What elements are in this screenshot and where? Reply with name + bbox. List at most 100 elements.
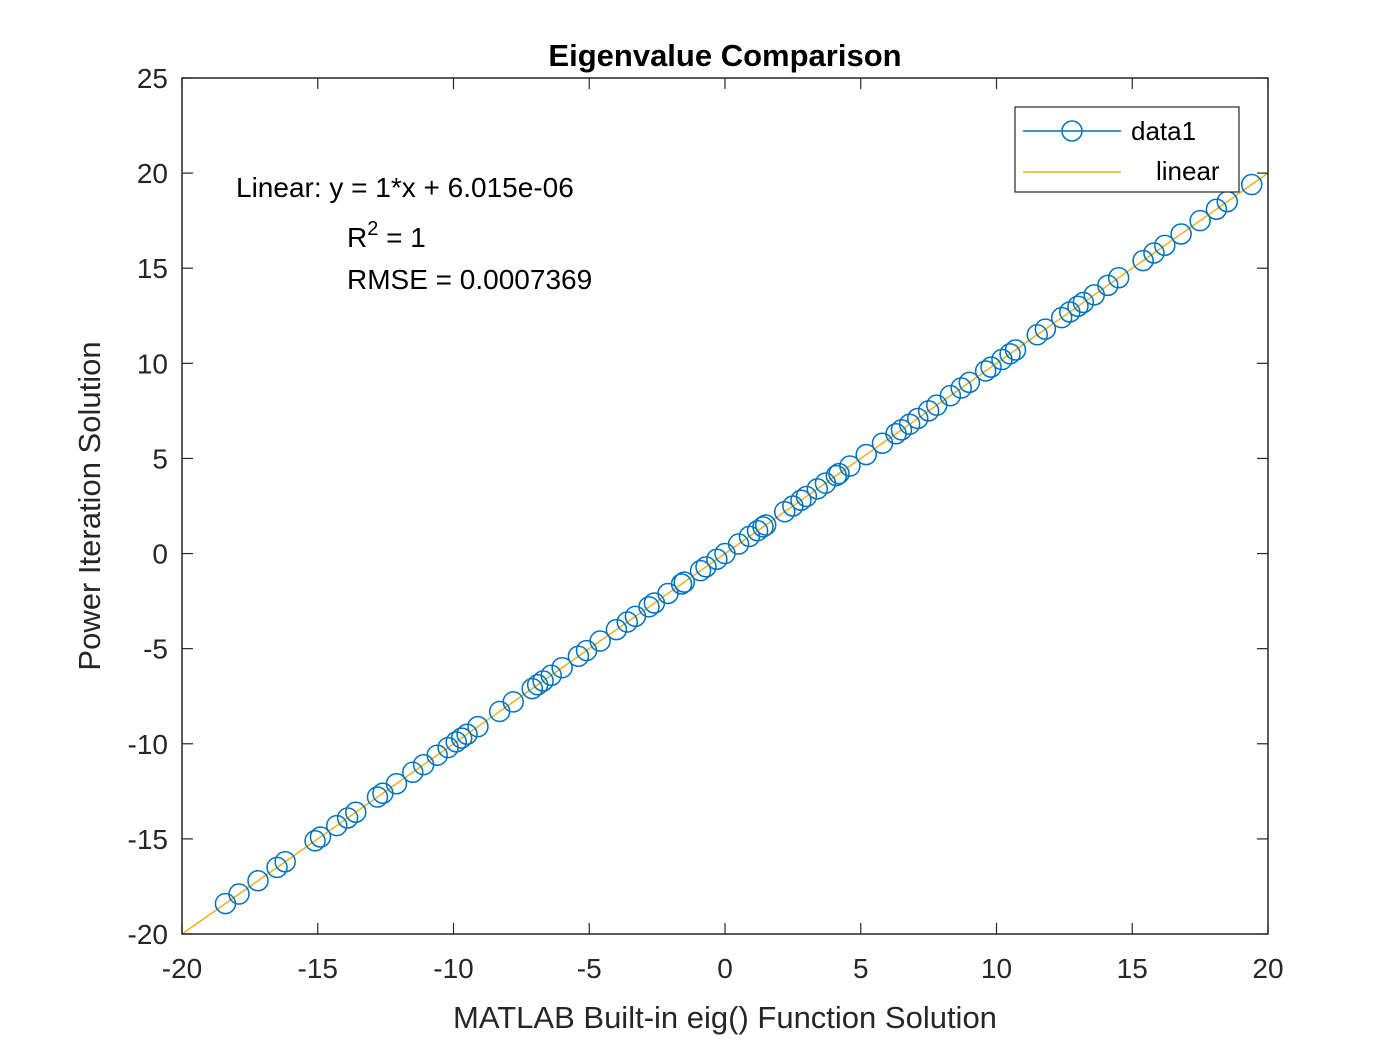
legend-linear-label: linear <box>1156 156 1220 186</box>
fit-equation-annotation: Linear: y = 1*x + 6.015e-06 <box>236 172 574 203</box>
legend-data1-marker-icon <box>1061 120 1083 142</box>
data-point <box>795 485 818 508</box>
data-point <box>673 571 696 593</box>
y-tick-label: -10 <box>128 729 168 760</box>
data-point <box>790 489 812 512</box>
x-tick-label: 0 <box>717 953 733 984</box>
data-point <box>1143 242 1165 264</box>
y-tick-label: -15 <box>128 824 168 855</box>
data-point <box>445 731 467 753</box>
data-point <box>1154 234 1176 257</box>
data-point <box>950 377 972 399</box>
data-point <box>958 371 981 394</box>
data-point <box>247 869 269 892</box>
data-point <box>695 556 717 578</box>
data-point <box>274 850 296 873</box>
data-point <box>670 573 693 595</box>
y-ticks-layer: -20 -15 -10 -5 0 5 10 15 20 25 <box>128 63 1268 950</box>
data-point <box>567 645 590 668</box>
data-point <box>1170 223 1192 245</box>
data-point <box>532 670 554 692</box>
data-point <box>974 360 997 382</box>
data-point <box>980 356 1002 378</box>
data-points-layer <box>214 173 1263 915</box>
chart-title: Eigenvalue Comparison <box>548 38 901 73</box>
y-tick-label: 15 <box>137 253 168 284</box>
data-point <box>839 455 861 477</box>
data-point <box>589 630 611 652</box>
data-point <box>616 611 639 633</box>
data-point <box>228 883 250 905</box>
data-point <box>1132 249 1154 272</box>
data-point <box>1189 209 1211 232</box>
rmse-annotation: RMSE = 0.0007369 <box>347 264 592 295</box>
data-point <box>1072 291 1095 314</box>
y-tick-label: -5 <box>143 634 168 665</box>
data-point <box>366 786 389 808</box>
plot-area-background <box>182 78 1268 934</box>
data-point <box>907 407 929 430</box>
data-point <box>521 677 543 700</box>
x-ticks-layer: -20 -15 -10 -5 0 5 10 15 20 <box>162 78 1284 984</box>
r-squared-value: = 1 <box>378 222 425 253</box>
data-point <box>1067 295 1089 318</box>
y-axis-label: Power Iteration Solution <box>72 341 107 670</box>
data-point <box>754 514 777 536</box>
data-point <box>402 761 424 784</box>
data-point <box>890 419 913 441</box>
data-point <box>1004 339 1027 361</box>
r-squared-annotation: R2 = 1 <box>347 218 426 253</box>
data-point <box>999 343 1021 365</box>
data-point <box>1050 306 1073 329</box>
data-point <box>1026 324 1048 346</box>
data-point <box>450 727 473 749</box>
data-point <box>326 814 348 837</box>
data-point <box>467 715 489 738</box>
x-axis-label: MATLAB Built-in eig() Function Solution <box>453 1000 997 1035</box>
data-point <box>551 656 573 679</box>
data-point <box>752 516 774 538</box>
data-point <box>746 519 769 542</box>
x-tick-label: 5 <box>853 953 869 984</box>
data-point <box>345 801 367 824</box>
r-squared-base: R <box>347 222 367 253</box>
data-point <box>456 723 478 746</box>
data-point <box>939 384 962 407</box>
x-tick-label: 20 <box>1252 953 1283 984</box>
x-tick-label: -10 <box>433 953 473 984</box>
legend[interactable]: data1 linear <box>1014 106 1240 193</box>
y-tick-label: 0 <box>152 539 168 570</box>
data-point <box>605 618 628 641</box>
data-point <box>773 500 796 523</box>
data-point <box>828 462 850 485</box>
data-point <box>304 830 326 852</box>
y-tick-label: 5 <box>152 443 168 474</box>
data-point <box>1240 173 1263 196</box>
data-point <box>502 691 524 713</box>
x-tick-label: 15 <box>1117 953 1148 984</box>
x-tick-label: -15 <box>298 953 338 984</box>
data-point <box>540 664 562 687</box>
y-tick-label: 25 <box>137 63 168 94</box>
data-point <box>706 548 728 571</box>
data-point <box>855 443 877 466</box>
data-point <box>1097 274 1119 297</box>
data-point <box>266 856 288 879</box>
data-point <box>689 559 712 582</box>
y-tick-label: -20 <box>128 919 168 950</box>
data-point <box>336 807 359 829</box>
x-tick-label: -5 <box>577 953 602 984</box>
data-point <box>806 478 829 500</box>
r-squared-exponent: 2 <box>367 218 378 240</box>
data-point <box>426 744 448 766</box>
data-point <box>727 533 750 555</box>
data-point <box>1205 198 1228 221</box>
x-tick-label: -20 <box>162 953 202 984</box>
legend-data1-label: data1 <box>1131 116 1196 146</box>
data-point <box>638 596 660 618</box>
legend-box <box>1014 106 1240 193</box>
data-point <box>1034 318 1057 340</box>
x-tick-label: 10 <box>981 953 1012 984</box>
data-point <box>917 400 940 422</box>
